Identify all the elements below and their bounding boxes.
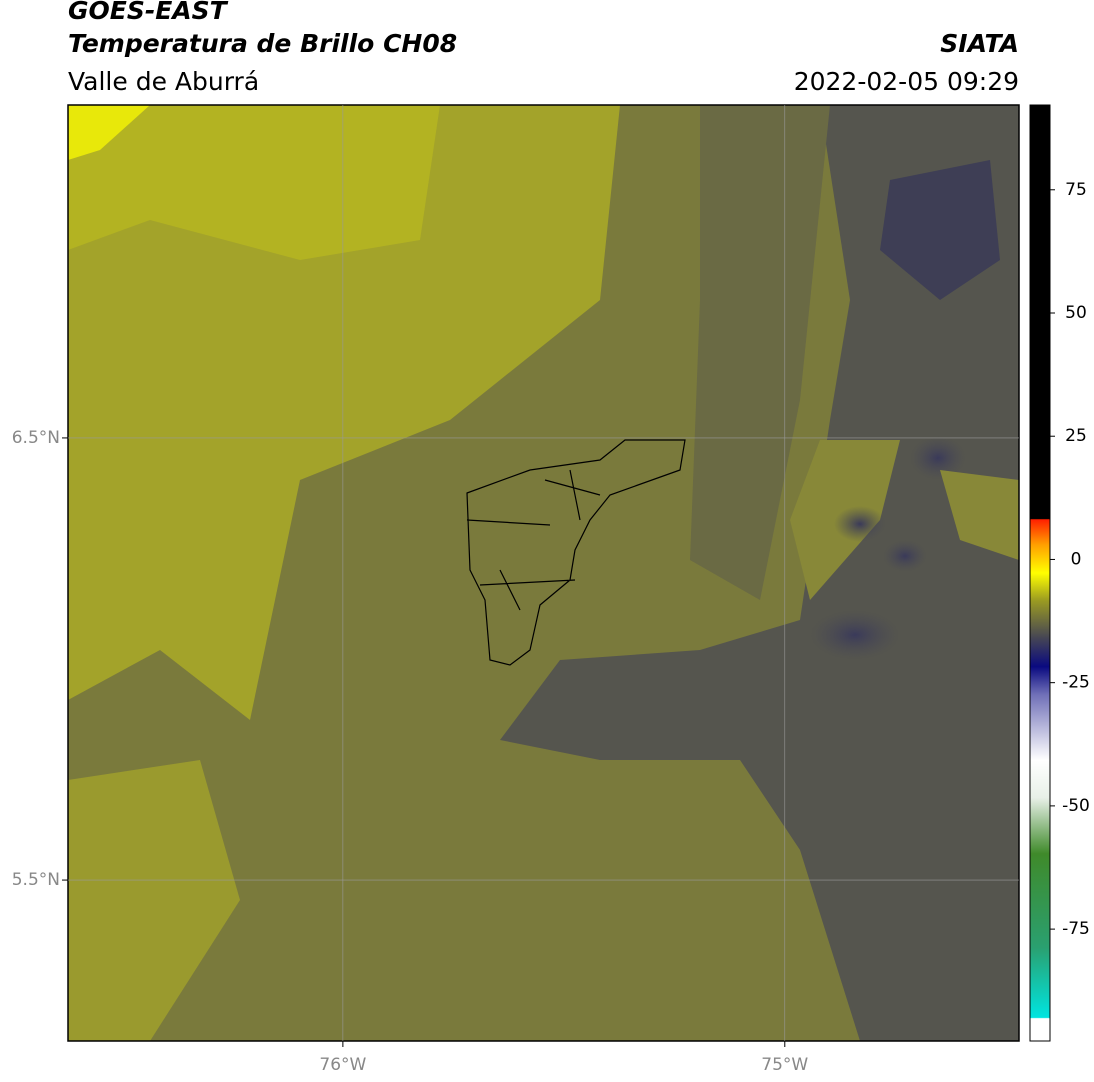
colorbar-tick-label: -50	[1062, 796, 1090, 816]
colorbar-tick-label: 75	[1065, 180, 1087, 200]
lon-tick-label: 76°W	[319, 1055, 366, 1075]
valley-outline	[466, 439, 686, 666]
lon-tick-label: 75°W	[761, 1055, 808, 1075]
lat-tick-label: 6.5°N	[12, 428, 60, 448]
colorbar-tick-label: 50	[1065, 303, 1087, 323]
product-title: Temperatura de Brillo CH08	[68, 29, 457, 58]
satellite-title: GOES-EAST	[68, 0, 229, 25]
source-label: SIATA	[940, 29, 1019, 58]
region-label: Valle de Aburrá	[68, 67, 259, 96]
map-field	[68, 105, 1019, 1041]
datetime-label: 2022-02-05 09:29	[794, 67, 1019, 96]
colorbar-tick-label: -75	[1062, 919, 1090, 939]
lat-tick-label: 5.5°N	[12, 870, 60, 890]
colorbar-tick-label: 25	[1065, 426, 1087, 446]
colorbar	[1029, 104, 1051, 1042]
colorbar-tick-label: -25	[1062, 673, 1090, 693]
colorbar-tick-label: 0	[1071, 549, 1082, 569]
map-frame	[67, 104, 1020, 1042]
